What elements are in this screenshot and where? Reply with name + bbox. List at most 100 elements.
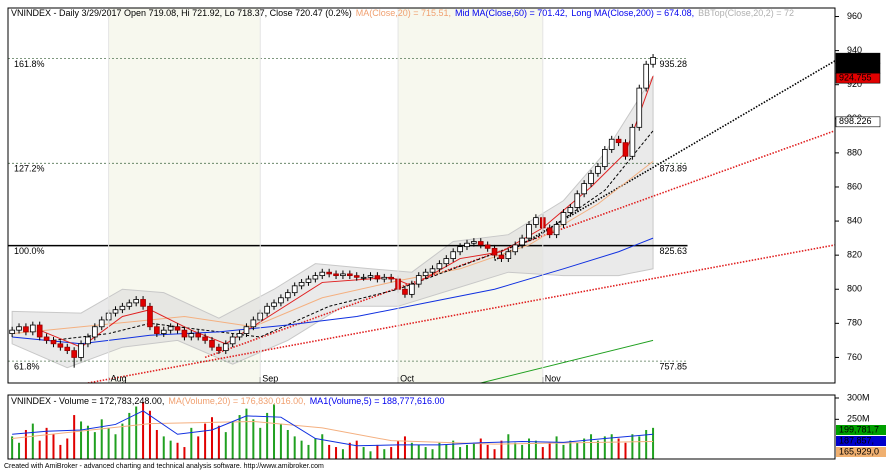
price-marker-label: 898.226 [839,116,872,126]
fib-label: 61.8% [14,361,40,371]
volume-marker-label: 165,929,0 [839,446,879,456]
candle-body [147,305,153,328]
volume-bar [472,442,475,459]
volume-title-segment: MA(Volume,20) = 176,830,016.00, [168,396,305,406]
moving-average [480,339,654,383]
y-tick-label: 800 [847,284,862,294]
candle-body [16,326,22,331]
volume-bar [314,438,317,459]
candle-body [209,339,215,348]
volume-bar [176,442,179,459]
candle-body [491,247,498,256]
candle-body [464,242,470,248]
volume-bar [252,419,255,459]
candle-body [222,343,229,352]
candle-body [608,138,615,150]
volume-bar [548,442,551,459]
volume-bar [231,421,234,459]
volume-bar [534,440,537,459]
volume-bar [245,408,248,459]
candle-body [174,326,181,331]
candle-body [133,299,139,304]
volume-bar [142,402,145,459]
volume-bar [479,438,482,459]
volume-bar [390,447,393,459]
volume-bar [59,444,62,459]
fib-value: 935.28 [660,59,688,69]
candle-body [92,326,98,338]
candle-body [140,299,146,307]
volume-bar [128,412,131,459]
fib-value: 825.63 [660,246,688,256]
fib-label: 161.8% [14,59,45,69]
candle-body [595,166,601,174]
price-marker-label: 935.57 [839,63,867,73]
title-segment: MA(Close,20) = 715.51, [356,8,451,18]
candle-body [126,302,133,307]
volume-bar [238,415,241,459]
candle-body [298,282,305,287]
volume-bar [459,447,462,459]
volume-bar [273,404,276,459]
y-tick-label: 860 [847,181,862,191]
volume-bar [93,432,96,459]
volume-bar [369,451,372,459]
candle-body [167,326,174,331]
x-tick-label: Aug [111,373,127,383]
volume-bar [107,427,110,459]
candle-body [71,350,77,358]
y-tick-label: 880 [847,147,862,157]
volume-bar [183,447,186,459]
candle-body [484,244,491,249]
price-marker-label: 935.57 [839,53,867,63]
volume-bar [617,438,620,459]
candle-body [154,326,160,334]
candle-body [236,333,243,338]
candle-body [381,276,388,280]
volume-bar [507,434,510,459]
volume-bar [279,423,282,459]
moving-average [53,130,654,341]
volume-bar [286,429,289,459]
candle-body [112,309,119,314]
price-marker [835,116,881,128]
volume-bar [583,438,586,459]
candle-body [429,268,436,273]
candle-body [57,343,64,348]
volume-bar [403,436,406,459]
candle-body [29,324,36,333]
volume-title: VNINDEX - Volume = 172,783,248.00, MA(Vol… [11,396,445,406]
candle-body [78,343,84,358]
y-tick-label: 960 [847,11,862,21]
fib-label: 127.2% [14,164,45,174]
candle-body [581,183,587,195]
volume-bar [162,436,165,459]
candle-body [388,276,394,280]
month-shade [398,8,543,383]
candle-body [291,285,298,294]
volume-bar [86,425,89,459]
candle-body [229,336,236,345]
candle-body [629,126,636,157]
volume-marker [836,425,886,435]
volume-bar [610,434,613,459]
candle-body [23,326,29,333]
candle-body [560,212,567,225]
volume-tick-label: 250M [847,414,870,424]
candle-body [636,87,643,128]
candle-body [415,275,422,285]
volume-bar [155,429,158,459]
volume-bar [321,434,324,459]
candle-body [602,149,608,167]
volume-bar [45,427,48,459]
volume-bar [335,447,338,459]
candle-body [436,263,443,270]
volume-bar [300,440,303,459]
candle-body [526,224,532,239]
candle-body [188,333,195,338]
volume-title-segment: VNINDEX - Volume = 172,783,248.00, [11,396,164,406]
price-frame [7,7,836,384]
candle-body [64,346,71,352]
chart-title: VNINDEX - Daily 3/29/2017 Open 719.08, H… [11,8,794,18]
volume-bar [52,434,55,459]
